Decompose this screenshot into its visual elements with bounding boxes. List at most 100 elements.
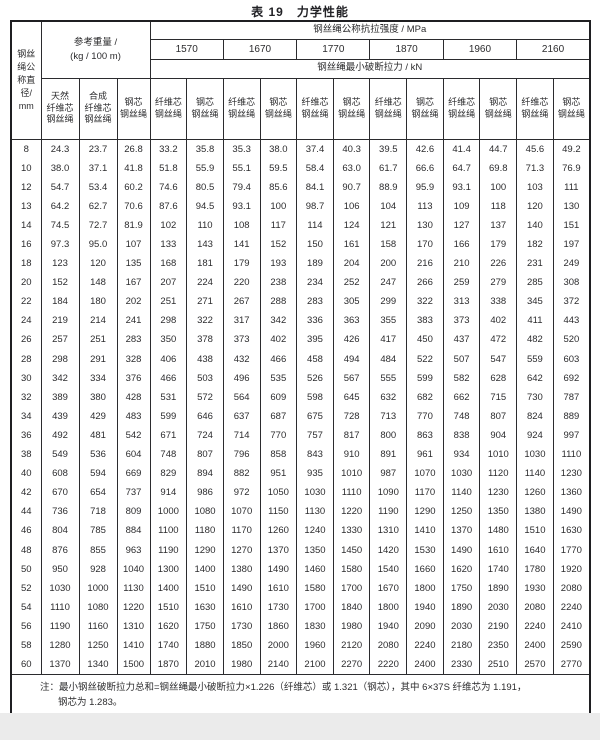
- value-cell: 298: [149, 311, 188, 331]
- value-cell: 536: [78, 445, 118, 465]
- value-cell: 1280: [40, 635, 80, 656]
- value-cell: 298: [40, 349, 80, 369]
- value-cell: 1070: [406, 464, 444, 484]
- value-cell: 411: [516, 311, 554, 331]
- strength-value-header: 1770: [296, 38, 371, 60]
- value-cell: 484: [369, 349, 408, 369]
- value-cell: 2190: [479, 616, 518, 636]
- fiber-core-rope-header: 纤维芯 钢丝绳: [516, 77, 554, 140]
- value-cell: 1530: [406, 540, 444, 560]
- value-cell: 402: [259, 330, 298, 350]
- value-cell: 1490: [259, 559, 298, 579]
- value-cell: 113: [406, 196, 444, 216]
- value-cell: 2570: [516, 655, 554, 675]
- value-cell: 522: [406, 349, 444, 369]
- value-cell: 1000: [78, 578, 118, 598]
- value-cell: 951: [259, 464, 298, 484]
- strength-value-header: 1870: [369, 38, 444, 60]
- value-cell: 161: [332, 234, 371, 255]
- value-cell: 437: [442, 330, 481, 350]
- value-cell: 1890: [442, 597, 481, 617]
- value-cell: 531: [149, 387, 188, 407]
- value-cell: 807: [479, 406, 518, 426]
- value-cell: 1080: [78, 597, 118, 617]
- value-cell: 549: [40, 445, 80, 465]
- value-cell: 141: [222, 234, 261, 255]
- diameter-cell: 16: [10, 234, 42, 255]
- value-cell: 90.7: [332, 177, 371, 197]
- value-cell: 785: [78, 521, 118, 541]
- value-cell: 166: [442, 234, 481, 255]
- value-cell: 140: [516, 215, 554, 235]
- value-cell: 252: [332, 273, 371, 293]
- value-cell: 81.9: [116, 215, 151, 235]
- value-cell: 224: [186, 273, 224, 293]
- value-cell: 41.4: [442, 139, 481, 159]
- table-row: 16 97.3 95.0 107 133 143 141 152 150 161 158 170 166…: [10, 234, 591, 255]
- value-cell: 45.6: [516, 139, 554, 159]
- value-cell: 1230: [479, 483, 518, 503]
- diameter-cell: 48: [10, 540, 42, 560]
- value-cell: 1620: [149, 616, 188, 636]
- value-cell: 74.5: [40, 215, 80, 235]
- value-cell: 2240: [552, 597, 591, 617]
- value-cell: 876: [40, 540, 80, 560]
- value-cell: 251: [78, 330, 118, 350]
- diameter-cell: 28: [10, 349, 42, 369]
- value-cell: 53.4: [78, 177, 118, 197]
- value-cell: 547: [479, 349, 518, 369]
- value-cell: 1240: [296, 521, 334, 541]
- value-cell: 37.1: [78, 158, 118, 178]
- value-cell: 1670: [369, 578, 408, 598]
- value-cell: 582: [442, 368, 481, 388]
- value-cell: 180: [78, 292, 118, 312]
- strength-value-header: 2160: [516, 38, 591, 60]
- value-cell: 963: [116, 540, 151, 560]
- value-cell: 338: [479, 292, 518, 312]
- value-cell: 555: [369, 368, 408, 388]
- value-cell: 231: [516, 254, 554, 274]
- document-sheet: 表 19 力学性能 钢丝 绳公 称直 径/ mm 参考重量 / (kg / 10…: [0, 0, 600, 713]
- table-row: 40 608 594 669 829 894 882 951 935 1010 987 1070 103…: [10, 464, 591, 484]
- value-cell: 483: [116, 406, 151, 426]
- diameter-cell: 42: [10, 483, 42, 503]
- value-cell: 64.7: [442, 158, 481, 178]
- header-row-core-types: 天然 纤维芯 钢丝绳 合成 纤维芯 钢丝绳 钢芯 钢丝绳 纤维芯 钢丝绳 钢芯 钢…: [11, 77, 591, 140]
- diameter-cell: 22: [10, 292, 42, 312]
- table-row: 50 950 928 1040 1300 1400 1380 1490 1460 1580 1540…: [10, 559, 591, 579]
- value-cell: 1860: [259, 616, 298, 636]
- table-title: 表 19 力学性能: [251, 5, 349, 19]
- value-cell: 481: [78, 425, 118, 445]
- table-row: 26 257 251 283 350 378 373 402 395 426 417 450 437 47…: [10, 330, 591, 350]
- value-cell: 1000: [149, 502, 188, 522]
- value-cell: 1170: [406, 483, 444, 503]
- value-cell: 1490: [442, 540, 481, 560]
- value-cell: 238: [259, 273, 298, 293]
- value-cell: 71.3: [516, 158, 554, 178]
- value-cell: 1160: [78, 616, 118, 636]
- table-row: 10 38.0 37.1 41.8 51.8 55.9 55.1 59.5 58.4 63.0 61…: [10, 158, 591, 178]
- value-cell: 817: [332, 425, 371, 445]
- steel-core-rope-weight-header: 钢芯 钢丝绳: [116, 77, 151, 140]
- value-cell: 251: [149, 292, 188, 312]
- value-cell: 216: [406, 254, 444, 274]
- value-cell: 1740: [149, 635, 188, 656]
- mechanical-properties-table: 钢丝 绳公 称直 径/ mm 参考重量 / (kg / 100 m) 钢丝绳公称…: [10, 20, 591, 713]
- value-cell: 93.1: [442, 177, 481, 197]
- value-cell: 1660: [406, 559, 444, 579]
- value-cell: 603: [552, 349, 591, 369]
- note-row: 注：最小钢丝破断拉力总和=钢丝绳最小破断拉力×1.226（纤维芯）或 1.321…: [10, 674, 591, 713]
- value-cell: 40.3: [332, 139, 371, 159]
- value-cell: 1940: [406, 597, 444, 617]
- value-cell: 33.2: [149, 139, 188, 159]
- value-cell: 219: [40, 311, 80, 331]
- value-cell: 1140: [516, 464, 554, 484]
- value-cell: 69.8: [479, 158, 518, 178]
- value-cell: 928: [78, 559, 118, 579]
- diameter-cell: 36: [10, 425, 42, 445]
- value-cell: 466: [149, 368, 188, 388]
- value-cell: 1220: [332, 502, 371, 522]
- value-cell: 291: [78, 349, 118, 369]
- value-cell: 1800: [369, 597, 408, 617]
- value-cell: 1190: [369, 502, 408, 522]
